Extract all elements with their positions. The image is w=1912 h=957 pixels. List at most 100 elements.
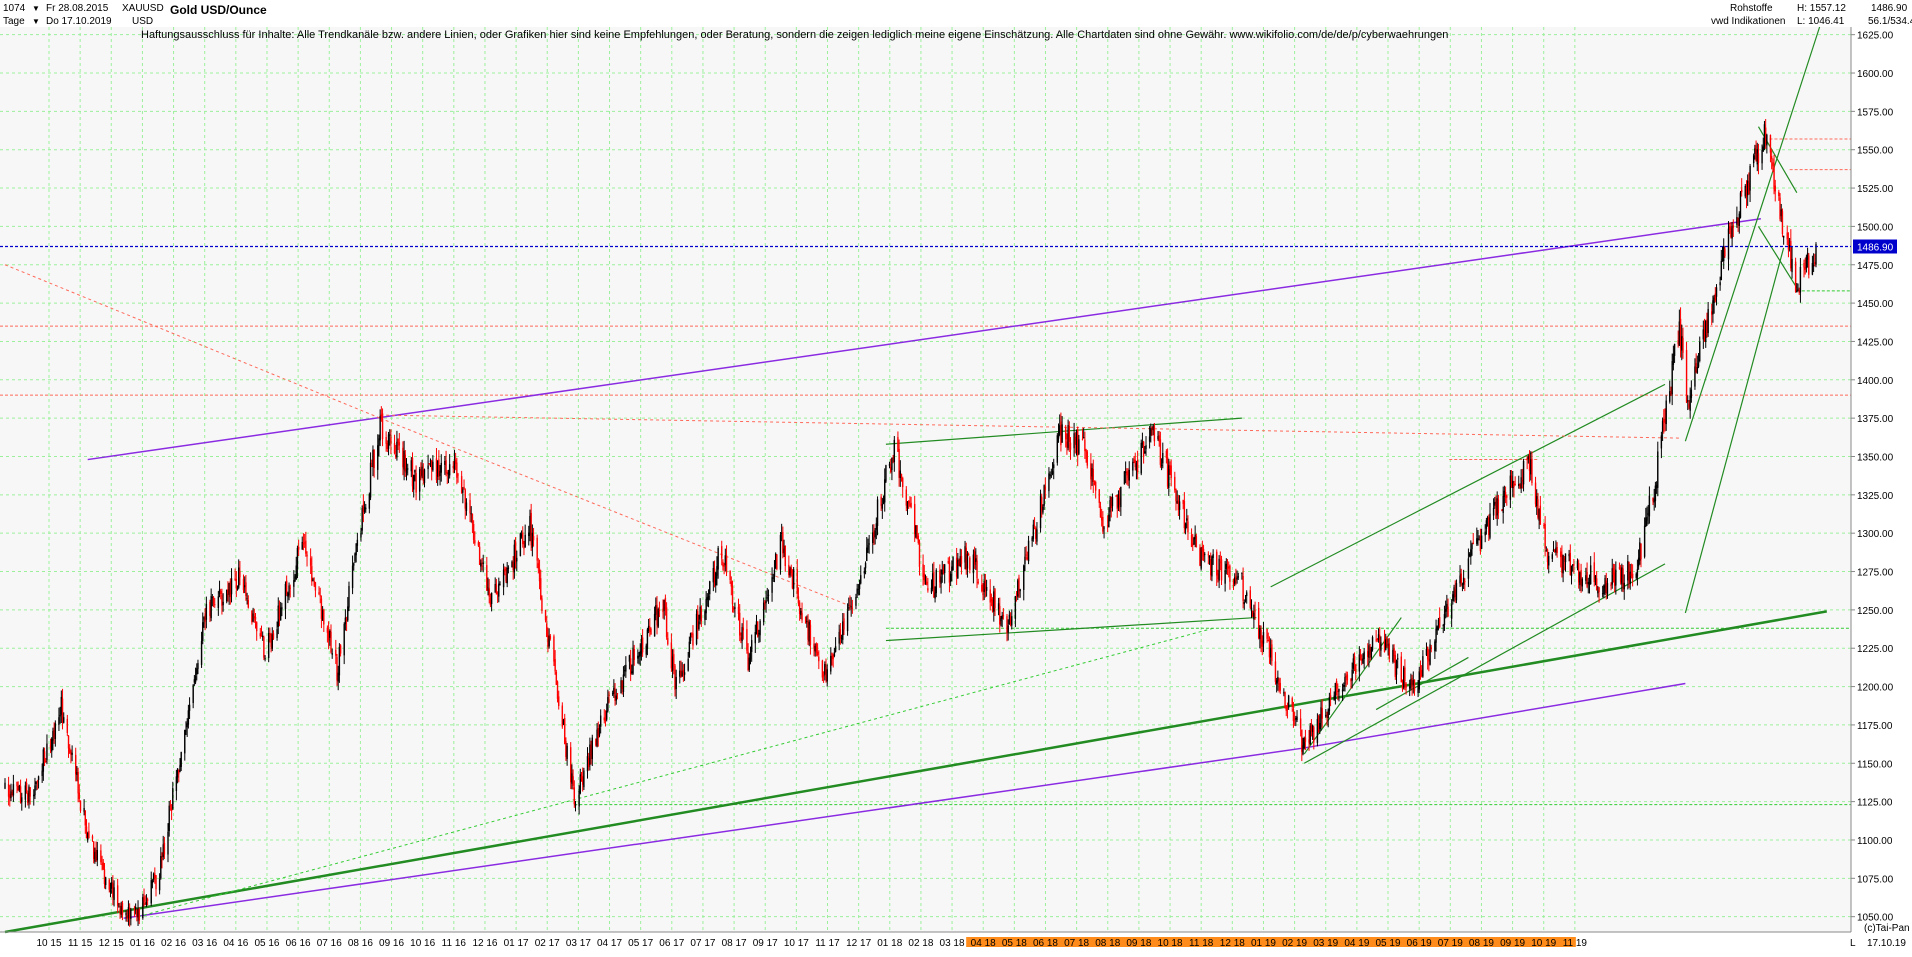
candle-body [66, 718, 69, 733]
candle-body [1250, 607, 1253, 612]
candle-body [673, 654, 675, 665]
candle-body [682, 670, 685, 673]
candle-body [331, 653, 333, 655]
candle-body [1494, 501, 1496, 506]
candle-body [1537, 499, 1539, 518]
candle-body [816, 651, 819, 655]
candle-body [162, 844, 164, 858]
candle-body [893, 439, 896, 462]
dropdown-arrow-icon[interactable]: ▼ [32, 4, 40, 13]
candle-body [101, 864, 103, 866]
candle-body [1786, 232, 1788, 240]
candle-body [935, 570, 937, 594]
candle-body [570, 747, 572, 783]
candle-body [230, 578, 233, 595]
x-tick-label: 03 19 [1313, 938, 1338, 949]
candle-body [1392, 649, 1394, 662]
candle-body [1712, 300, 1714, 315]
candle-body [905, 489, 908, 506]
candle-body [665, 607, 668, 638]
candle-body [730, 581, 733, 587]
candle-body [554, 659, 556, 672]
candle-body [1274, 661, 1277, 682]
candle-body [578, 791, 580, 807]
candle-body [1669, 391, 1671, 402]
candle-body [430, 460, 433, 470]
candle-body [511, 561, 513, 568]
candle-body [1186, 518, 1188, 521]
candle-body [1601, 593, 1604, 595]
candle-body [1425, 648, 1428, 656]
candle-body [1586, 571, 1588, 587]
candle-body [596, 729, 598, 747]
last-value: 1486.90 [1871, 3, 1908, 14]
candle-body [456, 462, 458, 478]
candle-body [1501, 509, 1503, 512]
candle-body [1140, 442, 1142, 474]
candle-body [729, 570, 731, 580]
candle-body [565, 741, 567, 758]
indicator-source: vwd Indikationen [1711, 16, 1786, 27]
candle-body [1134, 459, 1136, 468]
candle-body [253, 616, 255, 619]
candle-body [632, 647, 634, 674]
candle-body [505, 574, 507, 582]
candle-body [1769, 135, 1772, 153]
candle-body [1653, 498, 1655, 503]
candle-body [1068, 425, 1071, 443]
candle-body [28, 786, 30, 802]
y-tick-label: 1175.00 [1857, 721, 1893, 732]
x-tick-label: 08 19 [1469, 938, 1494, 949]
candle-body [890, 466, 892, 472]
candle-body [1190, 534, 1193, 547]
candle-body [1420, 669, 1423, 677]
candle-body [857, 589, 860, 591]
candle-body [1530, 459, 1532, 475]
candle-body [1207, 554, 1210, 556]
candle-body [192, 685, 194, 703]
candle-body [1220, 559, 1223, 581]
plot-area [0, 27, 1851, 932]
candle-body [1755, 145, 1757, 161]
candle-body [176, 768, 179, 778]
candle-body [271, 634, 273, 649]
candle-body [446, 472, 448, 474]
candle-body [110, 882, 113, 889]
candle-body [1008, 614, 1011, 625]
candle-body [813, 643, 815, 649]
candle-body [815, 643, 818, 653]
candle-body [1502, 495, 1504, 513]
candle-body [1808, 255, 1810, 275]
candle-body [423, 469, 426, 483]
candle-body [1705, 321, 1707, 342]
period-label[interactable]: Tage [3, 16, 25, 27]
candle-body [229, 580, 232, 598]
candle-body [1447, 606, 1449, 617]
candle-body [656, 604, 658, 626]
candle-body [622, 674, 625, 692]
candle-body [748, 657, 750, 670]
candle-body [556, 681, 559, 699]
candle-body [75, 754, 77, 775]
candle-body [104, 877, 107, 886]
candle-body [633, 649, 635, 660]
candle-body [385, 437, 387, 444]
candle-body [386, 442, 389, 450]
candle-body [1283, 692, 1285, 694]
candle-body [1417, 686, 1419, 693]
candle-body [1199, 547, 1201, 566]
candle-body [1086, 451, 1088, 466]
trend-line [380, 414, 1680, 439]
dropdown-arrow-icon[interactable]: ▼ [32, 17, 40, 26]
category-label: Rohstoffe [1730, 3, 1773, 14]
candle-body [184, 729, 186, 754]
candle-body [344, 617, 347, 625]
candle-body [716, 566, 718, 576]
candle-body [1202, 548, 1205, 557]
x-tick-label: 02 17 [535, 938, 560, 949]
candle-body [1560, 551, 1562, 558]
candle-body [397, 438, 399, 443]
candle-body [1612, 567, 1615, 575]
candle-body [1225, 563, 1228, 570]
